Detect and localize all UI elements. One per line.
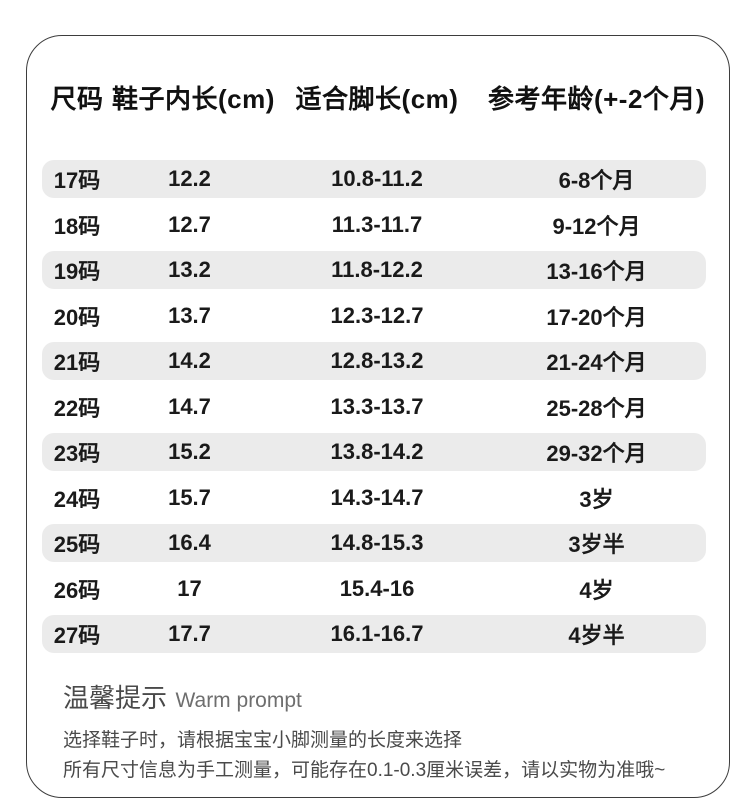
cell-size: 21码 [53,350,101,375]
footer-note: 温馨提示 Warm prompt 选择鞋子时，请根据宝宝小脚测量的长度来选择 所… [27,683,729,786]
cell-age: 4岁 [579,577,614,603]
cell-age: 3岁半 [568,532,625,557]
cell-age: 4岁半 [568,623,625,648]
cell-foot-length: 16.1-16.7 [330,621,424,646]
footer-title: 温馨提示 Warm prompt [63,683,699,718]
table-row: 26码 17 15.4-16 4岁 [42,570,706,608]
cell-age: 17-20个月 [546,304,647,330]
column-header-inner-length: 鞋子内长(cm) [112,84,275,114]
footer-line-2: 所有尺寸信息为手工测量，可能存在0.1-0.3厘米误差，请以实物为准哦~ [63,760,666,781]
cell-size: 17码 [53,168,101,193]
cell-inner-length: 14.2 [168,348,211,373]
cell-inner-length: 14.7 [168,393,211,419]
cell-inner-length: 16.4 [168,530,211,555]
table-row: 17码 12.2 10.8-11.2 6-8个月 [42,160,706,198]
table-row: 19码 13.2 11.8-12.2 13-16个月 [42,251,706,289]
table-row: 27码 17.7 16.1-16.7 4岁半 [42,615,706,653]
cell-inner-length: 15.7 [168,484,211,510]
table-row: 25码 16.4 14.8-15.3 3岁半 [42,524,706,562]
cell-size: 24码 [53,486,101,512]
cell-size: 18码 [53,213,101,239]
cell-foot-length: 15.4-16 [339,575,415,601]
cell-age: 6-8个月 [558,168,635,193]
cell-inner-length: 13.7 [168,302,211,328]
cell-foot-length: 13.3-13.7 [330,393,424,419]
table-row: 21码 14.2 12.8-13.2 21-24个月 [42,342,706,380]
cell-age: 29-32个月 [546,441,647,466]
cell-inner-length: 12.7 [168,211,211,237]
cell-age: 21-24个月 [546,350,647,375]
footer-title-cn: 温馨提示 [63,683,168,713]
size-chart-card: 尺码 鞋子内长(cm) 适合脚长(cm) 参考年龄(+-2个月) 17码 12.… [26,35,730,798]
cell-age: 13-16个月 [546,259,647,284]
cell-inner-length: 15.2 [168,439,211,464]
cell-foot-length: 11.8-12.2 [331,257,423,282]
table-row: 18码 12.7 11.3-11.7 9-12个月 [42,206,706,244]
column-header-foot-length: 适合脚长(cm) [295,84,459,114]
footer-line-1: 选择鞋子时，请根据宝宝小脚测量的长度来选择 [63,730,463,751]
cell-foot-length: 14.8-15.3 [330,530,424,555]
column-header-age: 参考年龄(+-2个月) [487,84,706,114]
table-row: 24码 15.7 14.3-14.7 3岁 [42,479,706,517]
cell-inner-length: 13.2 [168,257,211,282]
table-row: 23码 15.2 13.8-14.2 29-32个月 [42,433,706,471]
cell-inner-length: 17.7 [168,621,211,646]
cell-size: 26码 [53,577,101,603]
cell-size: 19码 [53,259,101,284]
table-header-row: 尺码 鞋子内长(cm) 适合脚长(cm) 参考年龄(+-2个月) [42,84,706,114]
table-body: 17码 12.2 10.8-11.2 6-8个月 18码 12.7 11.3-1… [42,160,706,653]
cell-size: 25码 [53,532,101,557]
column-header-size: 尺码 [50,84,104,114]
cell-foot-length: 11.3-11.7 [331,211,423,237]
cell-foot-length: 12.8-13.2 [330,348,424,373]
cell-age: 3岁 [579,486,614,512]
cell-inner-length: 12.2 [168,166,211,191]
cell-inner-length: 17 [177,575,202,601]
table-row: 22码 14.7 13.3-13.7 25-28个月 [42,388,706,426]
cell-age: 25-28个月 [546,395,647,421]
cell-foot-length: 10.8-11.2 [331,166,423,191]
table-row: 20码 13.7 12.3-12.7 17-20个月 [42,297,706,335]
cell-foot-length: 14.3-14.7 [330,484,424,510]
cell-foot-length: 13.8-14.2 [330,439,424,464]
cell-age: 9-12个月 [552,213,641,239]
cell-size: 22码 [53,395,101,421]
cell-foot-length: 12.3-12.7 [330,302,424,328]
footer-title-en: Warm prompt [175,689,302,712]
cell-size: 23码 [53,441,101,466]
cell-size: 27码 [53,623,101,648]
cell-size: 20码 [53,304,101,330]
